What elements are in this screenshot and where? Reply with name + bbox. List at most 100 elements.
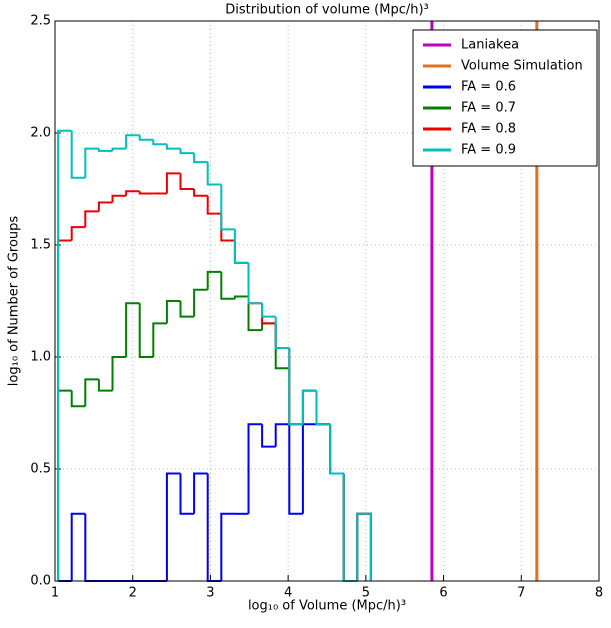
histogram-step — [138, 191, 154, 195]
histogram-step — [315, 390, 331, 426]
histogram-step — [342, 473, 358, 582]
x-tick-label: 1 — [51, 586, 59, 601]
histogram-step — [329, 424, 344, 475]
histogram-step — [220, 512, 235, 581]
histogram-step — [193, 472, 208, 514]
histogram-step — [356, 512, 372, 581]
y-tick-label: 2.0 — [30, 126, 51, 141]
histogram-step — [356, 512, 372, 581]
histogram-step — [247, 423, 263, 514]
histogram-step — [165, 144, 181, 150]
histogram-step — [193, 153, 208, 164]
histogram-step — [165, 172, 181, 194]
legend-label: FA = 0.9 — [461, 143, 516, 158]
histogram-step — [301, 389, 317, 425]
histogram-step — [261, 322, 276, 331]
histogram-step — [220, 213, 235, 242]
histogram-step — [138, 135, 154, 141]
histogram-step — [356, 512, 372, 581]
legend-label: FA = 0.8 — [461, 122, 516, 137]
histogram-step — [206, 195, 222, 215]
histogram-step — [125, 302, 140, 357]
histogram-step — [57, 239, 72, 581]
y-tick-label: 1.5 — [30, 238, 51, 253]
histogram-step — [315, 390, 331, 426]
histogram-step — [138, 303, 154, 358]
histogram-step — [97, 148, 113, 152]
histogram-step — [233, 295, 249, 299]
histogram-step — [261, 303, 276, 318]
histogram-step — [233, 229, 249, 264]
legend-label: Laniakea — [461, 38, 519, 53]
histogram-step — [301, 389, 317, 425]
histogram-step — [274, 323, 290, 370]
chart-title: Distribution of volume (Mpc/h)³ — [225, 3, 429, 18]
histogram-step — [206, 473, 222, 582]
x-tick-label: 4 — [284, 586, 292, 601]
histogram-step — [329, 424, 344, 475]
histogram-step — [111, 147, 127, 151]
histogram-step — [342, 473, 358, 582]
histogram-step — [152, 139, 167, 146]
x-tick-label: 6 — [439, 586, 447, 601]
x-tick-label: 5 — [362, 586, 370, 601]
histogram-step — [179, 473, 195, 515]
histogram-step — [342, 473, 358, 582]
histogram-step — [70, 130, 86, 179]
x-axis-label: log₁₀ of Volume (Mpc/h)³ — [248, 599, 406, 614]
x-tick-label: 3 — [206, 586, 214, 601]
histogram-step — [84, 513, 99, 582]
histogram-step — [84, 147, 99, 178]
histogram-step — [274, 316, 290, 350]
histogram-step — [111, 194, 127, 203]
legend-label: FA = 0.7 — [461, 101, 516, 116]
histogram-step — [165, 300, 181, 324]
histogram-step — [288, 348, 303, 426]
histogram-step — [247, 262, 263, 305]
histogram-step — [97, 201, 113, 212]
histogram-step — [179, 173, 195, 190]
y-tick-label: 0.0 — [30, 574, 51, 589]
histogram-step — [70, 512, 86, 581]
histogram-step — [233, 240, 249, 264]
legend-label: Volume Simulation — [461, 59, 583, 74]
histogram-step — [247, 262, 263, 305]
histogram-step — [125, 190, 140, 196]
histogram-step — [329, 424, 344, 475]
plot-frame — [54, 20, 600, 582]
y-tick-label: 2.5 — [30, 14, 51, 29]
histogram-step — [288, 368, 303, 426]
histogram-step — [84, 210, 99, 228]
histogram-step — [84, 378, 99, 407]
y-axis-label: log₁₀ of Number of Groups — [7, 216, 22, 387]
histogram-step — [70, 390, 86, 408]
legend-label: FA = 0.6 — [461, 80, 516, 95]
histogram-step — [301, 423, 317, 514]
histogram-step — [247, 296, 263, 332]
histogram-step — [206, 270, 222, 290]
legend: Laniakea Volume Simulation FA = 0.6 FA = 0.… — [412, 29, 598, 167]
y-tick-label: 0.5 — [30, 462, 51, 477]
histogram-step — [206, 162, 222, 186]
histogram-step — [125, 134, 140, 149]
y-tick-label: 1.0 — [30, 350, 51, 365]
histogram-step — [274, 323, 290, 350]
histogram-step — [261, 303, 276, 325]
histogram-step — [288, 424, 303, 515]
x-tick-label: 2 — [129, 586, 137, 601]
histogram-step — [70, 226, 86, 241]
x-tick-label: 7 — [517, 586, 525, 601]
histogram-step — [97, 379, 113, 392]
histogram-step — [179, 148, 195, 155]
histogram-step — [301, 389, 317, 425]
histogram-step — [220, 271, 235, 300]
histogram-step — [165, 472, 181, 581]
histogram-step — [356, 512, 372, 581]
histogram-step — [315, 390, 331, 426]
histogram-step — [220, 184, 235, 231]
histogram-step — [179, 301, 195, 318]
legend-frame — [412, 29, 598, 167]
histogram-step — [193, 288, 208, 317]
x-tick-label: 8 — [595, 586, 603, 601]
